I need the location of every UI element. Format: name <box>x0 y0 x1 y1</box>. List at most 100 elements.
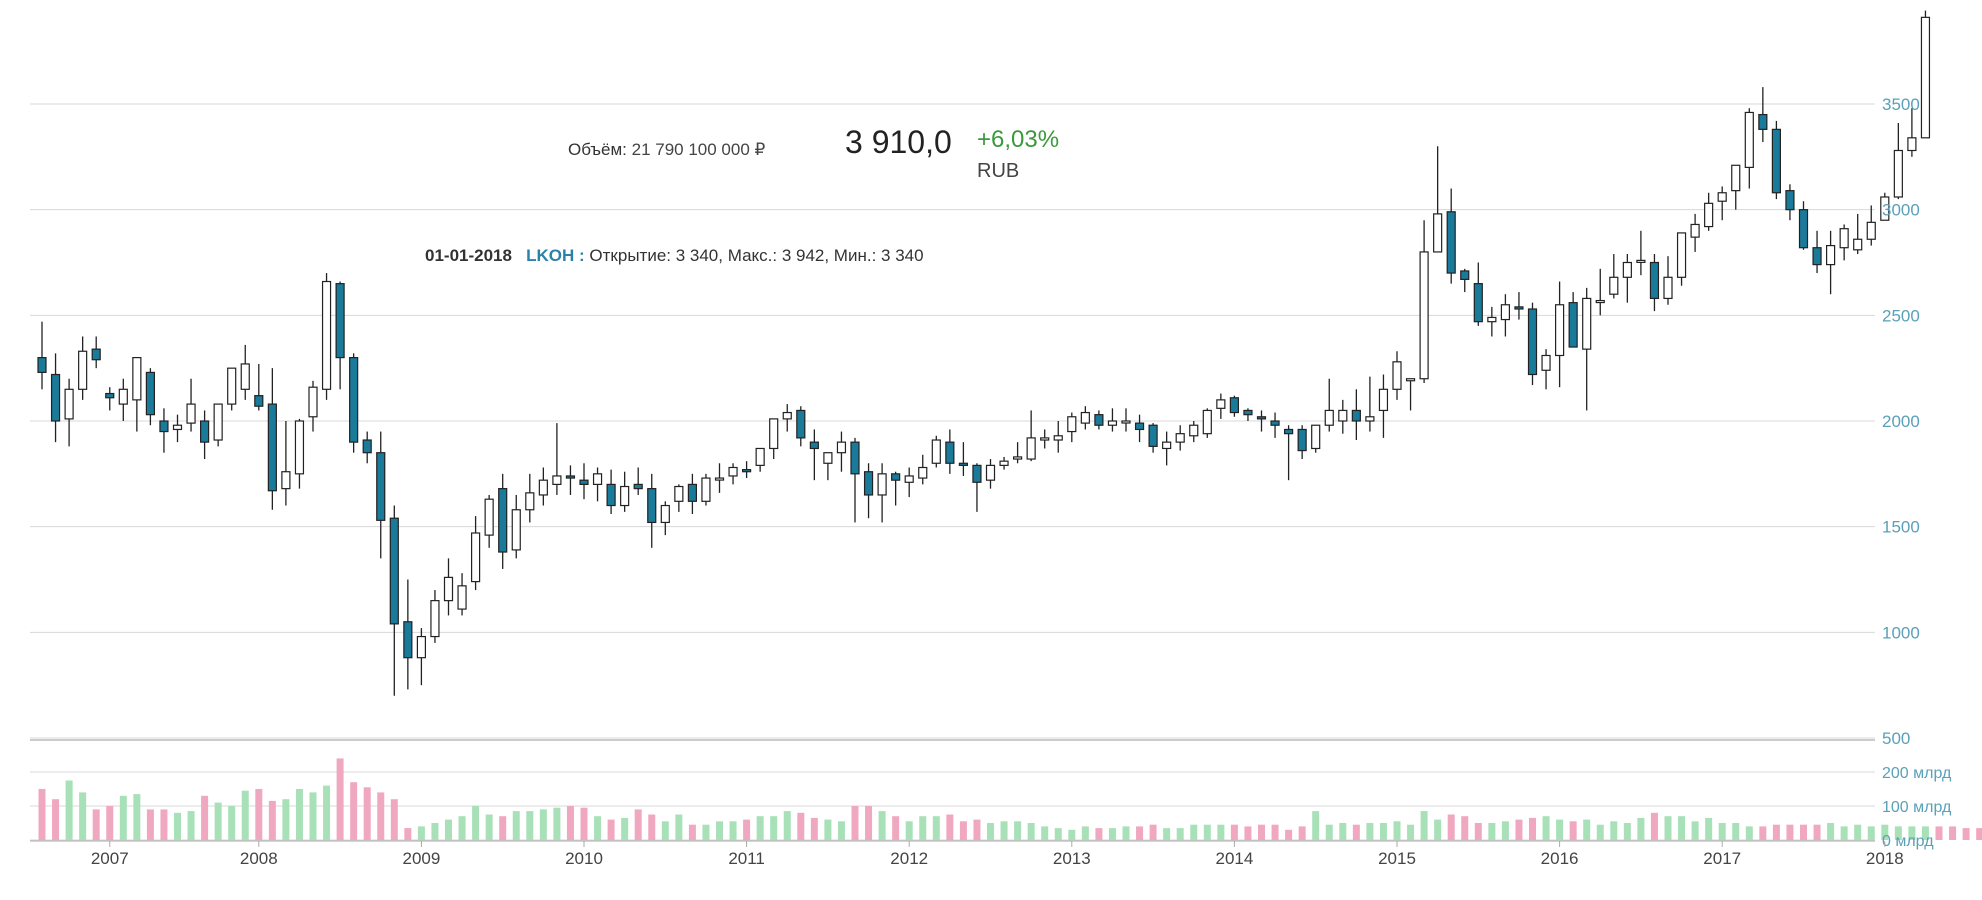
time-tick-label: 2013 <box>1053 849 1091 868</box>
volume-bar <box>1637 817 1645 840</box>
candle-body <box>782 411 792 420</box>
volume-bar <box>932 816 940 840</box>
volume-tick-label: 200 млрд <box>1882 765 1952 782</box>
candle-body <box>1405 378 1416 382</box>
volume-bar <box>824 819 832 840</box>
candle-body <box>1839 228 1849 249</box>
candle-body <box>1582 297 1592 350</box>
price-tick-label: 1000 <box>1882 623 1920 642</box>
candle-body <box>1107 420 1118 426</box>
candle-body <box>91 348 101 361</box>
candle-body <box>1433 213 1443 253</box>
volume-bar <box>133 794 141 840</box>
volume-bar <box>1772 824 1780 840</box>
candle-body <box>240 363 250 390</box>
volume-bar <box>1285 829 1293 840</box>
volume-bar <box>445 819 452 840</box>
candle-body <box>1893 149 1903 198</box>
candle-body <box>769 418 779 450</box>
volume-bar <box>539 809 547 840</box>
time-tick-label: 2018 <box>1866 849 1904 868</box>
volume-bar <box>1474 823 1482 840</box>
candle-body <box>267 403 277 492</box>
candle-body <box>254 395 264 407</box>
candle-body <box>118 388 128 405</box>
volume-bar <box>1949 826 1957 840</box>
volume-bar <box>1935 826 1943 840</box>
volume-bar <box>1434 819 1442 840</box>
volume-bar <box>743 819 751 840</box>
volume-bar <box>309 792 317 840</box>
price-tick-label: 3000 <box>1882 201 1920 220</box>
volume-bar <box>905 821 913 840</box>
candle-body <box>1283 428 1294 435</box>
candle-body <box>1527 308 1538 376</box>
volume-bar <box>797 812 805 840</box>
candle-body <box>1324 409 1334 426</box>
candle-body <box>1744 111 1754 168</box>
price-tick-label: 2500 <box>1882 306 1920 325</box>
candle-body <box>1392 361 1402 390</box>
volume-bar <box>1976 828 1982 840</box>
ticker-label: LKOH : <box>526 246 585 265</box>
time-axis: 2007 2008 2009 2010 2011 2012 2013 2014 2015 2016… <box>91 841 1904 868</box>
volume-bar <box>38 789 46 840</box>
volume-bar <box>526 811 534 840</box>
volume-bar <box>702 824 710 840</box>
volume-bar <box>1081 826 1089 840</box>
candle-body <box>213 403 223 441</box>
candle-body <box>484 498 494 536</box>
volume-bar <box>892 816 900 840</box>
candle-body <box>1798 209 1809 249</box>
candle-body <box>918 466 928 479</box>
volume-bar <box>1190 824 1198 840</box>
volume-bar <box>350 782 358 840</box>
volume-bar <box>851 806 859 840</box>
volume-bar <box>1827 823 1835 840</box>
volume-bar <box>390 799 398 840</box>
candle-body <box>281 471 291 490</box>
candle-body <box>1690 223 1700 238</box>
candle-body <box>1216 399 1226 409</box>
candle-body <box>1920 16 1931 139</box>
candle-body <box>552 475 562 485</box>
candle-body <box>985 464 996 481</box>
candle-body <box>1595 299 1605 304</box>
volume-bar <box>1203 824 1211 840</box>
price-tick-label: 2000 <box>1882 412 1920 431</box>
candle-body <box>1121 420 1131 424</box>
volume-bar <box>512 811 520 840</box>
candle-body <box>159 420 169 433</box>
volume-bar <box>1569 821 1577 840</box>
volume-bar <box>1583 819 1591 840</box>
volume-bar <box>1759 826 1767 840</box>
candle-body <box>660 504 670 524</box>
candle-body <box>1243 409 1253 416</box>
candle-body <box>999 460 1009 466</box>
time-tick-label: 2007 <box>91 849 129 868</box>
volume-bar <box>1515 819 1523 840</box>
candle-body <box>1338 409 1348 422</box>
candle-body <box>1812 247 1822 266</box>
volume-bar <box>1230 824 1238 840</box>
volume-bar <box>878 811 886 840</box>
candle-body <box>565 475 576 479</box>
candle-body <box>1256 416 1267 420</box>
ohlc-info: 01-01-2018 LKOH : Открытие: 3 340, Макс.… <box>425 246 924 266</box>
volume-bar <box>1339 823 1347 840</box>
volume-bar <box>756 816 764 840</box>
time-tick-label: 2010 <box>565 849 603 868</box>
candle-body <box>1907 137 1917 152</box>
candle-body <box>1704 202 1714 228</box>
volume-bar <box>174 812 181 840</box>
volume-bar <box>79 792 87 840</box>
volume-tick-label: 0 млрд <box>1882 833 1934 850</box>
candle-body <box>1473 283 1483 323</box>
volume-bar <box>946 814 954 840</box>
candle-body <box>904 475 914 483</box>
volume-bar <box>417 826 425 840</box>
volume-tick-label: 100 млрд <box>1882 799 1952 816</box>
candle-body <box>1189 424 1199 437</box>
candle-body <box>836 441 847 454</box>
